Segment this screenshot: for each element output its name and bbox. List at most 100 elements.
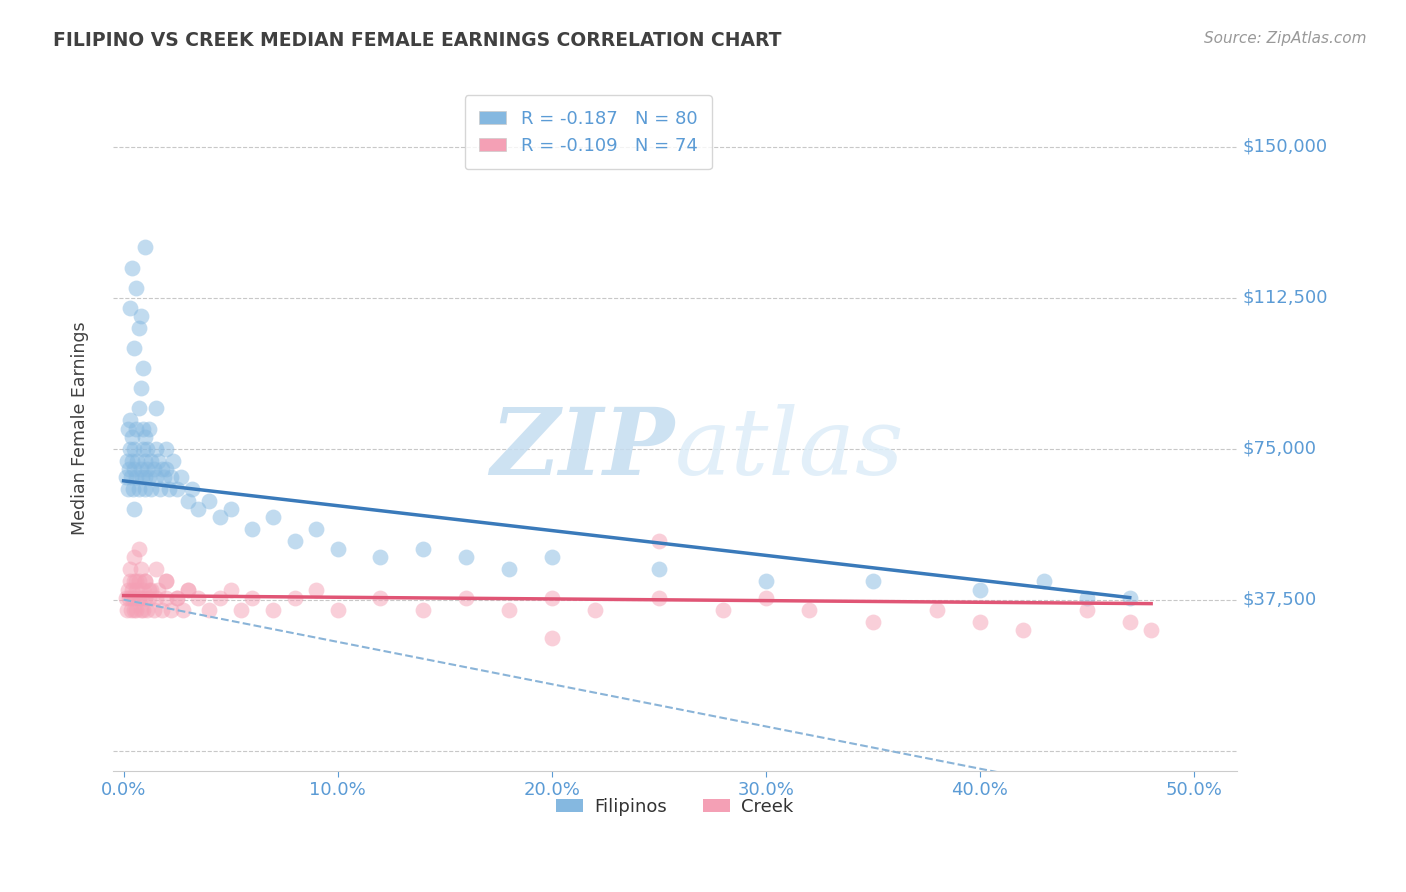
Point: [125, 602, 148, 616]
Point: [181, 482, 204, 496]
Point: [648, 591, 671, 605]
Point: [145, 442, 167, 456]
Point: [454, 591, 477, 605]
Point: [146, 454, 169, 468]
Point: [412, 542, 434, 557]
Point: [498, 602, 520, 616]
Point: [284, 534, 307, 549]
Point: [122, 502, 145, 516]
Point: [166, 591, 188, 605]
Point: [145, 401, 167, 416]
Point: [142, 602, 165, 616]
Point: [166, 482, 188, 496]
Point: [125, 574, 148, 589]
Point: [1119, 591, 1142, 605]
Text: $75,000: $75,000: [1243, 440, 1316, 458]
Point: [141, 454, 163, 468]
Point: [170, 470, 193, 484]
Point: [498, 562, 520, 576]
Point: [305, 582, 328, 597]
Point: [157, 482, 180, 496]
Point: [128, 401, 150, 416]
Point: [134, 454, 156, 468]
Point: [262, 510, 284, 524]
Y-axis label: Median Female Earnings: Median Female Earnings: [72, 322, 89, 535]
Point: [862, 574, 884, 589]
Point: [208, 510, 231, 524]
Text: $150,000: $150,000: [1243, 137, 1327, 156]
Point: [969, 582, 991, 597]
Point: [155, 462, 177, 476]
Point: [125, 421, 148, 435]
Point: [129, 591, 152, 605]
Point: [155, 574, 177, 589]
Point: [118, 562, 141, 576]
Point: [117, 582, 139, 597]
Point: [134, 482, 156, 496]
Point: [187, 502, 209, 516]
Point: [129, 381, 152, 395]
Point: [115, 454, 138, 468]
Text: Source: ZipAtlas.com: Source: ZipAtlas.com: [1204, 31, 1367, 46]
Point: [118, 462, 141, 476]
Point: [128, 542, 150, 557]
Point: [1011, 623, 1033, 637]
Point: [138, 591, 160, 605]
Point: [132, 442, 155, 456]
Point: [132, 582, 155, 597]
Point: [114, 591, 136, 605]
Point: [231, 602, 253, 616]
Point: [755, 574, 778, 589]
Point: [122, 482, 145, 496]
Point: [129, 462, 152, 476]
Text: $37,500: $37,500: [1243, 591, 1316, 608]
Point: [166, 591, 188, 605]
Point: [134, 470, 156, 484]
Point: [134, 429, 156, 443]
Point: [240, 591, 263, 605]
Point: [187, 591, 209, 605]
Point: [134, 240, 156, 254]
Point: [208, 591, 231, 605]
Point: [125, 470, 148, 484]
Point: [648, 562, 671, 576]
Point: [145, 591, 167, 605]
Point: [134, 574, 156, 589]
Point: [1119, 615, 1142, 629]
Point: [121, 591, 143, 605]
Point: [1076, 602, 1098, 616]
Point: [149, 482, 172, 496]
Point: [412, 602, 434, 616]
Point: [177, 582, 200, 597]
Point: [121, 582, 143, 597]
Point: [284, 591, 307, 605]
Text: FILIPINO VS CREEK MEDIAN FEMALE EARNINGS CORRELATION CHART: FILIPINO VS CREEK MEDIAN FEMALE EARNINGS…: [53, 31, 782, 50]
Point: [155, 574, 177, 589]
Point: [118, 591, 141, 605]
Point: [122, 591, 145, 605]
Point: [132, 361, 155, 376]
Text: ZIP: ZIP: [491, 404, 675, 494]
Point: [118, 442, 141, 456]
Point: [134, 591, 156, 605]
Point: [120, 470, 142, 484]
Point: [121, 454, 143, 468]
Point: [121, 260, 143, 275]
Point: [132, 602, 155, 616]
Point: [1140, 623, 1163, 637]
Point: [155, 591, 177, 605]
Point: [797, 602, 820, 616]
Point: [219, 502, 242, 516]
Point: [150, 602, 173, 616]
Point: [122, 462, 145, 476]
Point: [370, 591, 392, 605]
Point: [115, 602, 138, 616]
Point: [240, 522, 263, 536]
Point: [128, 482, 150, 496]
Point: [141, 482, 163, 496]
Point: [129, 602, 152, 616]
Point: [125, 280, 148, 294]
Point: [925, 602, 948, 616]
Point: [162, 454, 184, 468]
Point: [326, 542, 349, 557]
